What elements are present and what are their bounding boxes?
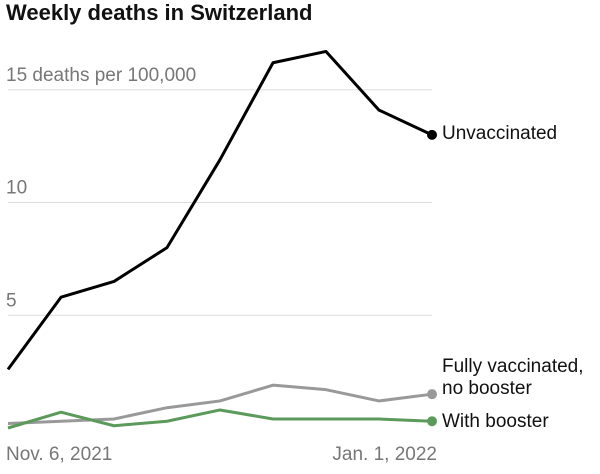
y-tick-label: 10 [6,178,27,199]
end-point [427,416,437,427]
series-line [7,408,433,430]
end-point [427,129,437,140]
series-line [7,383,433,425]
series-line [6,49,433,371]
y-tick-label: 5 [6,290,17,311]
x-tick-label: Jan. 1, 2022 [332,444,437,465]
series-label: Fully vaccinated, no booster [442,356,584,399]
end-point [427,389,437,400]
x-tick-label: Nov. 6, 2021 [6,444,112,465]
chart-title: Weekly deaths in Switzerland [6,0,312,25]
y-tick-label: 15 deaths per 100,000 [6,65,196,86]
series-label: With booster [442,411,549,432]
series-label: Unvaccinated [442,123,558,144]
